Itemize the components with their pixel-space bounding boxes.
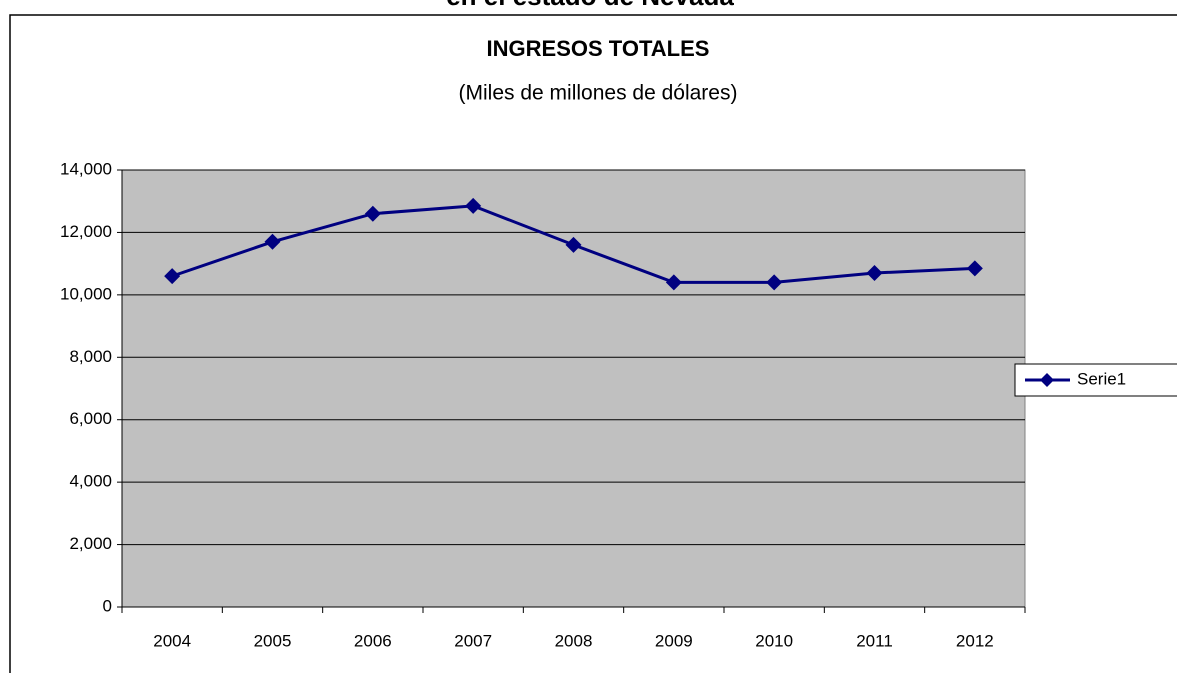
marker	[465, 197, 482, 214]
y-tick-label: 6,000	[69, 409, 112, 428]
x-tick-label: 2008	[555, 631, 593, 650]
chart-subtitle: (Miles de millones de dólares)	[459, 82, 738, 105]
x-tick-label: 2012	[956, 631, 994, 650]
marker	[665, 274, 682, 291]
y-tick-label: 0	[103, 596, 112, 615]
marker	[164, 268, 181, 285]
legend-marker	[1040, 373, 1054, 387]
y-tick-label: 14,000	[60, 159, 112, 178]
x-tick-label: 2005	[254, 631, 292, 650]
marker	[565, 236, 582, 253]
y-tick-label: 8,000	[69, 347, 112, 366]
y-tick-label: 10,000	[60, 284, 112, 303]
supertitle: en el estado de Nevada	[446, 0, 734, 11]
legend-label: Serie1	[1077, 369, 1126, 388]
x-tick-label: 2010	[755, 631, 793, 650]
marker	[866, 265, 883, 282]
plot-area	[121, 169, 1026, 608]
x-tick-label: 2011	[856, 631, 893, 650]
y-tick-label: 12,000	[60, 222, 112, 241]
chart-title: INGRESOS TOTALES	[487, 36, 710, 61]
x-tick-label: 2009	[655, 631, 693, 650]
y-tick-label: 4,000	[69, 472, 112, 491]
marker	[966, 260, 983, 277]
y-tick-label: 2,000	[69, 534, 112, 553]
marker	[364, 205, 381, 222]
x-tick-label: 2007	[454, 631, 492, 650]
marker	[766, 274, 783, 291]
x-tick-label: 2006	[354, 631, 392, 650]
marker	[264, 233, 281, 250]
x-tick-label: 2004	[153, 631, 191, 650]
